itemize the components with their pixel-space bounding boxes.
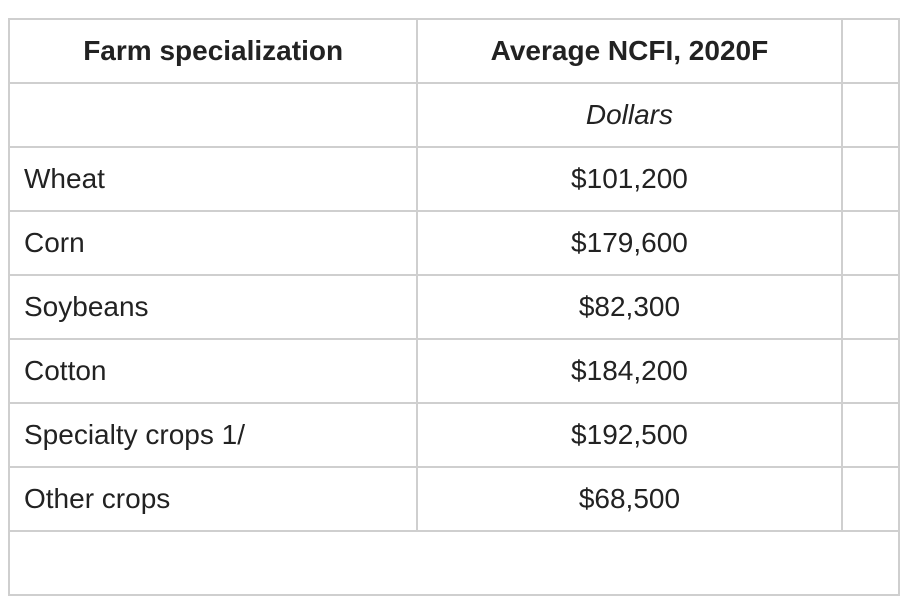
specialization-cell: Wheat bbox=[7, 146, 419, 212]
value-cell: $101,200 bbox=[416, 146, 843, 212]
table-row: Soybeans $82,300 bbox=[7, 274, 900, 340]
table-row: Other crops $68,500 bbox=[7, 466, 900, 532]
extra-cell bbox=[840, 274, 900, 340]
extra-cell bbox=[840, 146, 900, 212]
extra-cell bbox=[840, 338, 900, 404]
specialization-cell: Specialty crops 1/ bbox=[7, 402, 419, 468]
value-cell: $68,500 bbox=[416, 466, 843, 532]
specialization-cell: Soybeans bbox=[7, 274, 419, 340]
value-cell: $82,300 bbox=[416, 274, 843, 340]
header-average-ncfi: Average NCFI, 2020F bbox=[416, 18, 843, 84]
value-cell: $179,600 bbox=[416, 210, 843, 276]
table-row: Specialty crops 1/ $192,500 bbox=[7, 402, 900, 468]
extra-cell bbox=[840, 82, 900, 148]
units-row: Dollars bbox=[7, 82, 900, 148]
ncfi-table: Farm specialization Average NCFI, 2020F … bbox=[7, 18, 900, 596]
specialization-cell: Other crops bbox=[7, 466, 419, 532]
units-blank-cell bbox=[7, 82, 419, 148]
units-label: Dollars bbox=[416, 82, 843, 148]
header-extra bbox=[840, 18, 900, 84]
extra-cell bbox=[840, 402, 900, 468]
value-cell: $184,200 bbox=[416, 338, 843, 404]
table-row: Wheat $101,200 bbox=[7, 146, 900, 212]
table-row: Cotton $184,200 bbox=[7, 338, 900, 404]
header-farm-specialization: Farm specialization bbox=[7, 18, 419, 84]
specialization-cell: Cotton bbox=[7, 338, 419, 404]
value-cell: $192,500 bbox=[416, 402, 843, 468]
footnote-cell bbox=[8, 530, 900, 596]
specialization-cell: Corn bbox=[7, 210, 419, 276]
extra-cell bbox=[840, 210, 900, 276]
extra-cell bbox=[840, 466, 900, 532]
header-row: Farm specialization Average NCFI, 2020F bbox=[7, 18, 900, 84]
table-row: Corn $179,600 bbox=[7, 210, 900, 276]
footnote-row bbox=[8, 530, 900, 596]
